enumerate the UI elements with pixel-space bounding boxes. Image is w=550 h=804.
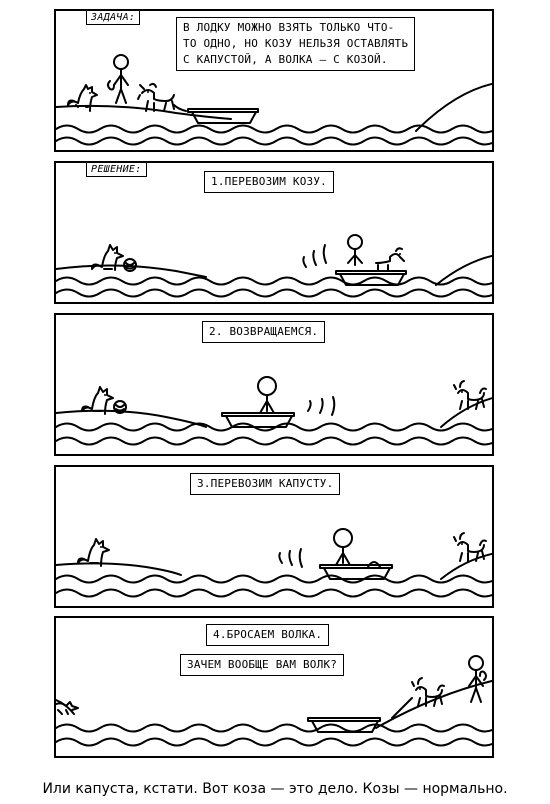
step-1-text: 1.ПЕРЕВОЗИМ КОЗУ. [204,171,334,193]
boat-icon [307,717,381,733]
solution-label: РЕШЕНИЕ: [86,163,147,177]
goat-icon [453,380,487,410]
problem-line-3: С КАПУСТОЙ, А ВОЛКА – С КОЗОЙ. [183,53,388,66]
comic-panel-1: ЗАДАЧА: В ЛОДКУ МОЖНО ВЗЯТЬ ТОЛЬКО ЧТО- … [54,9,494,152]
speech-bubble: ЗАЧЕМ ВООБЩЕ ВАМ ВОЛК? [180,654,345,676]
left-shore [56,264,207,278]
stick-figure-icon [347,234,363,266]
goat-icon [453,532,487,562]
boat-icon [319,564,393,580]
water-waves [56,723,492,747]
motion-lines [278,548,303,568]
motion-lines [302,244,327,268]
wolf-icon [81,386,114,415]
boat-icon [187,108,259,124]
water-waves [56,124,492,146]
panel-4-scene [56,528,492,598]
right-shore [415,82,492,132]
wolf-icon [77,538,110,567]
step-4-text: 4.БРОСАЕМ ВОЛКА. [206,624,330,646]
comic-panel-5: 4.БРОСАЕМ ВОЛКА. ЗАЧЕМ ВООБЩЕ ВАМ ВОЛК? [54,616,494,758]
panel-1-scene [56,54,492,146]
comic-panel-4: 3.ПЕРЕВОЗИМ КАПУСТУ. [54,465,494,608]
comic-panel-2: РЕШЕНИЕ: 1.ПЕРЕВОЗИМ КОЗУ. [54,161,494,304]
panel-3-scene [56,376,492,446]
stick-figure-icon [468,655,487,703]
right-shore [435,254,492,286]
comic-caption: Или капуста, кстати. Вот коза — это дело… [42,781,508,797]
left-shore [56,104,232,120]
problem-line-1: В ЛОДКУ МОЖНО ВЗЯТЬ ТОЛЬКО ЧТО- [183,21,395,34]
goat-icon [375,247,405,272]
stick-figure-icon [257,376,277,414]
comic-panel-3: 2. ВОЗВРАЩАЕМСЯ. [54,313,494,456]
right-shore [440,552,492,580]
stick-figure-icon [107,54,129,104]
boat-icon [335,270,407,286]
step-3-text: 3.ПЕРЕВОЗИМ КАПУСТУ. [190,473,341,495]
water-waves [56,276,492,298]
wolf-icon [67,84,98,112]
stick-figure-icon [333,528,353,566]
goat-icon [137,82,187,112]
left-shore [56,409,207,428]
motion-lines [307,396,336,416]
problem-label: ЗАДАЧА: [86,11,141,25]
wolf-icon [91,244,124,271]
panel-5-scene [56,655,492,747]
water-waves [56,574,492,598]
left-shore [56,562,182,576]
cabbage-icon [123,258,137,272]
goat-icon [391,677,445,719]
problem-line-2: ТО ОДНО, НО КОЗУ НЕЛЬЗЯ ОСТАВЛЯТЬ [183,37,409,50]
problem-text: В ЛОДКУ МОЖНО ВЗЯТЬ ТОЛЬКО ЧТО- ТО ОДНО,… [176,17,416,71]
cabbage-icon [113,400,127,414]
panel-2-scene [56,234,492,298]
boat-icon [221,412,295,428]
step-2-text: 2. ВОЗВРАЩАЕМСЯ. [202,321,326,343]
wolf-icon [56,701,79,715]
